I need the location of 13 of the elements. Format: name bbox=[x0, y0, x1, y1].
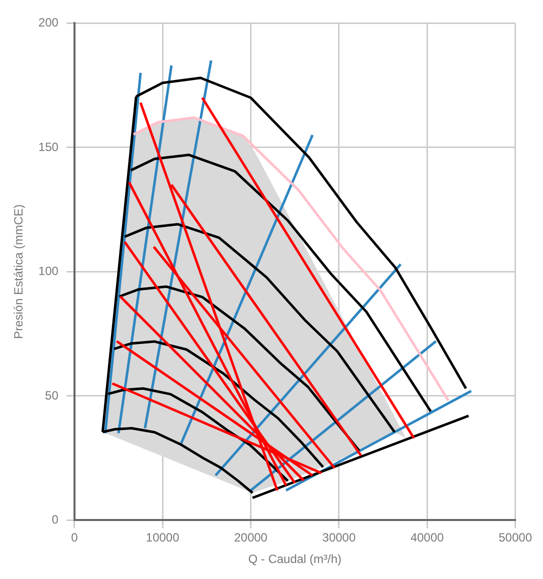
y-tick-label: 200 bbox=[38, 16, 59, 30]
y-tick-label: 150 bbox=[38, 140, 59, 154]
x-tick-label: 10000 bbox=[146, 530, 180, 545]
y-tick-label: 100 bbox=[38, 264, 59, 278]
x-tick-label: 50000 bbox=[498, 530, 532, 545]
y-axis-title: Presión Estática (mmCE) bbox=[12, 204, 26, 340]
x-tick-label: 0 bbox=[71, 530, 78, 545]
y-tick-label: 50 bbox=[45, 388, 59, 402]
y-tick-label: 0 bbox=[52, 512, 59, 527]
x-tick-label: 20000 bbox=[234, 530, 268, 545]
x-tick-label: 40000 bbox=[410, 530, 444, 545]
x-axis-title: Q - Caudal (m³/h) bbox=[248, 552, 342, 566]
x-tick-label: 30000 bbox=[322, 530, 356, 545]
